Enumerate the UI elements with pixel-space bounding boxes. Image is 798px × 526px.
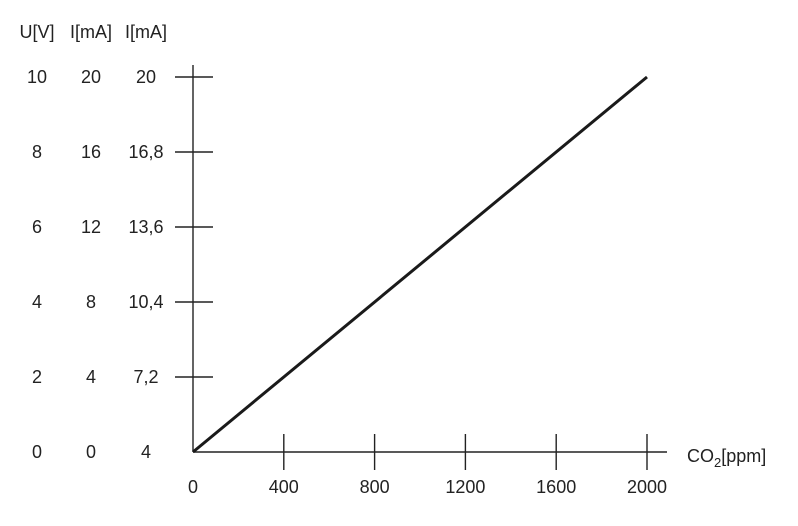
x-tick-label: 1200 (445, 477, 485, 497)
x-axis-title-main: CO (687, 446, 714, 466)
x-axis-title: CO2[ppm] (687, 446, 766, 470)
y-tick-label: 16,8 (128, 142, 163, 162)
y-scale-header-2: I[mA] (70, 22, 112, 42)
x-axis-title-subscript: 2 (714, 455, 721, 470)
y-tick-label: 0 (32, 442, 42, 462)
x-tick-label: 800 (360, 477, 390, 497)
y-tick-label: 16 (81, 142, 101, 162)
y-tick-label: 20 (81, 67, 101, 87)
x-tick-label: 1600 (536, 477, 576, 497)
y-tick-mark-group (175, 76, 213, 378)
y-tick-label-group: 0 2 4 6 8 10 0 4 8 12 16 20 4 7,2 10,4 13,6 16,8 20 (27, 67, 164, 462)
y-tick-label: 7,2 (133, 367, 158, 387)
y-tick-label: 2 (32, 367, 42, 387)
x-tick-label: 2000 (627, 477, 667, 497)
series-group (192, 75, 648, 454)
y-tick-label: 13,6 (128, 217, 163, 237)
y-tick-label: 4 (32, 292, 42, 312)
y-tick-label: 0 (86, 442, 96, 462)
series-line (192, 75, 648, 454)
y-tick-label: 12 (81, 217, 101, 237)
y-scale-headers: U[V] I[mA] I[mA] (19, 22, 167, 42)
y-tick-label: 4 (141, 442, 151, 462)
y-tick-label: 8 (86, 292, 96, 312)
y-tick-label: 6 (32, 217, 42, 237)
x-tick-label-group: 0 400 800 1200 1600 2000 (188, 477, 667, 497)
x-axis-title-unit: [ppm] (721, 446, 766, 466)
y-tick-label: 4 (86, 367, 96, 387)
y-scale-header-1: U[V] (19, 22, 54, 42)
y-scale-header-3: I[mA] (125, 22, 167, 42)
y-tick-label: 20 (136, 67, 156, 87)
y-tick-label: 10,4 (128, 292, 163, 312)
y-tick-label: 10 (27, 67, 47, 87)
x-tick-label: 0 (188, 477, 198, 497)
y-tick-label: 8 (32, 142, 42, 162)
x-tick-label: 400 (269, 477, 299, 497)
